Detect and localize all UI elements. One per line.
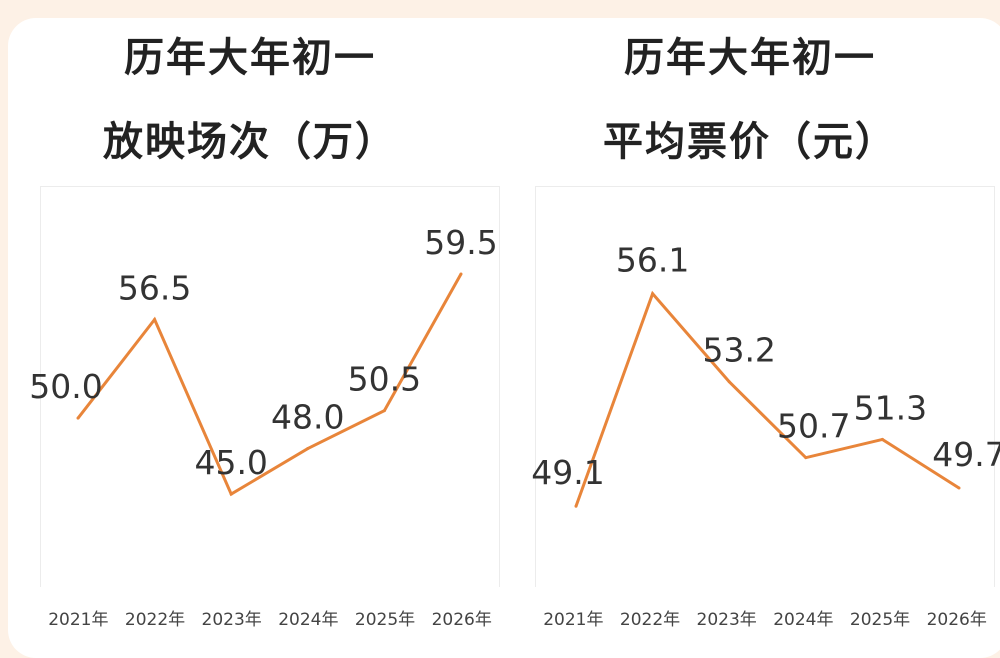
chart-title-ticket-price-line2: 平均票价（元） — [603, 119, 897, 165]
x-tick-label: 2021年 — [48, 610, 109, 630]
data-label-screenings: 50.5 — [348, 360, 421, 399]
data-point-ticket-price — [880, 437, 884, 441]
data-label-ticket-price: 49.1 — [531, 453, 604, 492]
x-tick-label: 2021年 — [543, 610, 604, 630]
plot-area-ticket-price — [535, 186, 995, 587]
data-point-screenings — [459, 272, 463, 276]
data-label-screenings: 48.0 — [271, 398, 344, 437]
chart-title-ticket-price-line1: 历年大年初一 — [624, 35, 876, 81]
x-tick-label: 2024年 — [278, 610, 339, 630]
plot-area-screenings — [40, 186, 500, 587]
data-point-screenings — [382, 409, 386, 413]
x-tick-label: 2022年 — [619, 610, 681, 630]
data-point-screenings — [229, 492, 233, 496]
data-label-ticket-price: 51.3 — [854, 388, 927, 427]
x-tick-label: 2025年 — [849, 610, 911, 630]
x-tick-label: 2026年 — [926, 610, 987, 630]
data-point-ticket-price — [804, 456, 808, 460]
data-point-screenings — [306, 447, 310, 451]
data-label-screenings: 59.5 — [424, 223, 497, 262]
data-label-ticket-price: 49.7 — [932, 435, 1000, 474]
data-point-ticket-price — [651, 292, 655, 296]
data-label-ticket-price: 56.1 — [616, 241, 689, 280]
data-point-ticket-price — [727, 380, 731, 384]
x-tick-label: 2024年 — [773, 610, 834, 630]
data-label-ticket-price: 50.7 — [777, 407, 850, 446]
data-label-screenings: 45.0 — [194, 443, 267, 482]
chart-title-screenings: 历年大年初一 放映场次（万） — [40, 16, 460, 184]
data-label-ticket-price: 53.2 — [702, 331, 775, 370]
x-axis-ticket-price: 2021年 2022年 2023年 2024年 2025年 2026年 — [535, 600, 995, 640]
data-label-screenings: 56.5 — [118, 269, 191, 308]
x-tick-label: 2022年 — [124, 610, 186, 630]
chart-title-screenings-line1: 历年大年初一 — [124, 35, 376, 81]
data-point-ticket-price — [574, 504, 578, 508]
data-label-screenings: 50.0 — [29, 367, 102, 406]
series-line-ticket-price — [574, 290, 960, 507]
x-axis-screenings: 2021年 2022年 2023年 2024年 2025年 2026年 — [40, 600, 500, 640]
x-tick-label: 2023年 — [696, 610, 757, 630]
series-line-screenings — [76, 273, 463, 497]
x-tick-label: 2026年 — [431, 610, 492, 630]
data-point-screenings — [153, 318, 157, 321]
x-tick-label: 2025年 — [354, 610, 416, 630]
data-point-ticket-price — [957, 486, 961, 490]
chart-title-screenings-line2: 放映场次（万） — [103, 119, 397, 165]
data-point-screenings — [76, 416, 80, 420]
x-tick-label: 2023年 — [201, 610, 262, 630]
chart-title-ticket-price: 历年大年初一 平均票价（元） — [530, 16, 970, 184]
